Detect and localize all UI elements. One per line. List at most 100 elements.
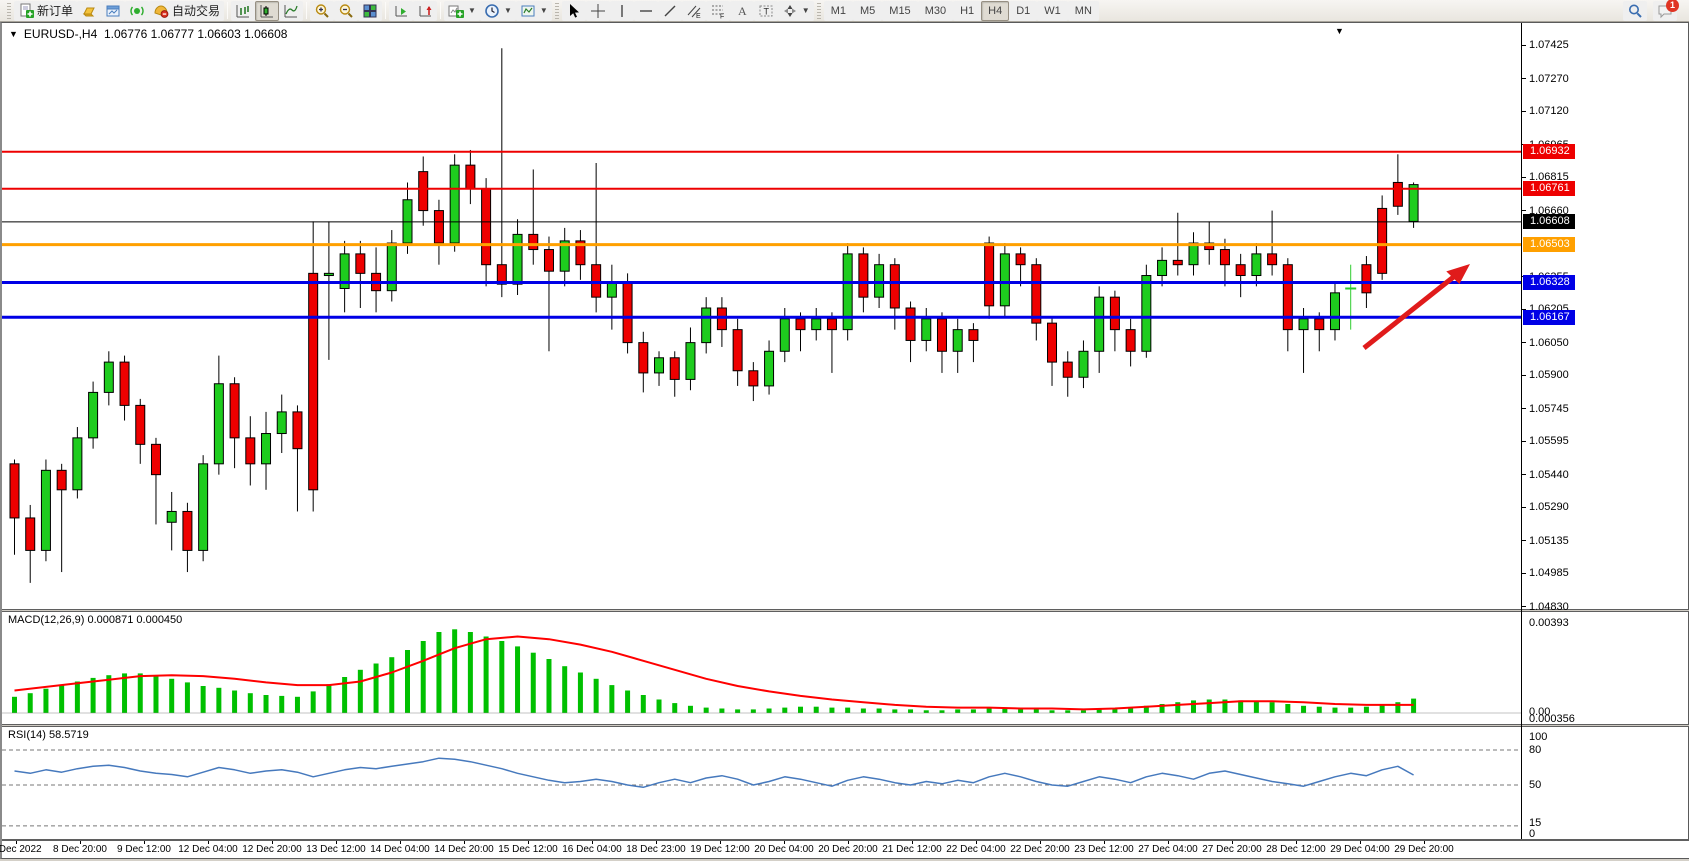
text-label-tool-button[interactable]: T — [753, 0, 778, 21]
price-axis-label: 1.05900 — [1529, 369, 1569, 382]
date-axis-label: 20 Dec 04:00 — [754, 844, 814, 855]
date-axis-label: 15 Dec 12:00 — [498, 844, 558, 855]
toolbar-grip[interactable] — [816, 2, 821, 19]
timeframe-h4-button[interactable]: H4 — [981, 0, 1010, 21]
price-axis-tick — [1521, 606, 1526, 608]
timeframe-m5-button[interactable]: M5 — [853, 0, 883, 21]
chart-line-button[interactable] — [279, 0, 304, 21]
arrow-objects-button[interactable]: ▼ — [777, 0, 814, 21]
dropdown-caret-icon: ▼ — [503, 6, 512, 15]
chart-menu-triangle-icon[interactable]: ▼ — [9, 29, 18, 39]
toolbar-separator — [306, 2, 308, 19]
search-button[interactable] — [1623, 0, 1647, 21]
auto-scroll-icon — [393, 3, 409, 19]
cursor-tool-button[interactable] — [561, 0, 586, 21]
new-order-button[interactable]: 新订单 — [14, 0, 78, 21]
date-axis[interactable]: 8 Dec 2022 8 Dec 20:00 9 Dec 12:00 12 Dec 0… — [0, 841, 1689, 858]
date-axis-tick — [720, 841, 721, 844]
chart-shift-button[interactable] — [413, 0, 438, 21]
date-axis-tick — [144, 841, 145, 844]
date-axis-tick — [272, 841, 273, 844]
timeframe-mn-button[interactable]: MN — [1067, 0, 1099, 21]
notifications-button[interactable]: 1 — [1653, 0, 1679, 21]
price-axis-label: 1.06050 — [1529, 336, 1569, 349]
text-tool-button[interactable]: A — [729, 0, 754, 21]
price-axis-tick — [1521, 110, 1526, 112]
chat-bubble-icon: 1 — [1657, 0, 1679, 19]
price-axis-label: 1.07120 — [1529, 105, 1569, 118]
fibonacci-icon: F — [710, 3, 726, 19]
data-window-button[interactable] — [101, 0, 126, 21]
green-signal-icon — [129, 3, 145, 19]
notification-badge: 1 — [1666, 0, 1679, 12]
price-axis-tick — [1521, 78, 1526, 80]
rsi-axis-label: 0 — [1529, 828, 1536, 840]
date-axis-label: 14 Dec 04:00 — [370, 844, 430, 855]
channel-tool-button[interactable]: E — [681, 0, 706, 21]
macd-label: MACD(12,26,9) 0.000871 0.000450 — [8, 614, 183, 626]
price-axis-tick — [1521, 474, 1526, 476]
macd-axis-top-label: 0.00393 — [1529, 617, 1569, 629]
chart-title: ▼ EURUSD-,H4 1.06776 1.06777 1.06603 1.0… — [9, 27, 287, 41]
toolbar-grip[interactable] — [7, 2, 11, 19]
periods-button[interactable]: ▼ — [479, 0, 516, 21]
toolbar-grip[interactable] — [554, 2, 559, 19]
date-axis-tick — [912, 841, 913, 844]
trendline-tool-button[interactable] — [657, 0, 682, 21]
toolbar-right-group: 1 — [1623, 0, 1685, 21]
crosshair-tool-button[interactable] — [585, 0, 610, 21]
templates-button[interactable]: ▼ — [515, 0, 552, 21]
macd-current-value-label: 0.000356 — [1529, 713, 1575, 725]
timeframe-m30-button[interactable]: M30 — [917, 0, 954, 21]
pane-splitter[interactable] — [2, 609, 1689, 612]
fibonacci-tool-button[interactable]: F — [705, 0, 730, 21]
vline-tool-button[interactable] — [609, 0, 634, 21]
horizontal-line-icon — [638, 3, 654, 19]
price-axis-label: 1.05595 — [1529, 435, 1569, 448]
rsi-axis-label: 80 — [1529, 744, 1542, 756]
strategy-signal-button[interactable] — [125, 0, 150, 21]
date-axis-label: 9 Dec 12:00 — [117, 844, 171, 855]
auto-scroll-button[interactable] — [389, 0, 414, 21]
price-level-badge: 1.06328 — [1523, 274, 1575, 290]
chart-bars-button[interactable] — [231, 0, 256, 21]
text-icon: A — [734, 3, 750, 19]
vertical-line-icon — [614, 3, 630, 19]
date-axis-tick — [1424, 841, 1425, 844]
timeframe-w1-button[interactable]: W1 — [1037, 0, 1068, 21]
date-axis-label: 28 Dec 12:00 — [1266, 844, 1326, 855]
pane-splitter[interactable] — [2, 839, 1689, 841]
price-axis-label: 1.04830 — [1529, 600, 1569, 613]
macd-pane[interactable] — [2, 612, 1521, 724]
chart-candles-button[interactable] — [255, 0, 280, 21]
add-indicator-button[interactable]: ▼ — [444, 0, 480, 21]
zoom-out-button[interactable] — [334, 0, 359, 21]
date-axis-label: 12 Dec 04:00 — [178, 844, 238, 855]
price-axis-tick — [1521, 342, 1526, 344]
tile-windows-button[interactable] — [358, 0, 383, 21]
date-axis-tick — [1360, 841, 1361, 844]
chart-corner-arrow-icon[interactable]: ▼ — [1335, 26, 1344, 36]
price-axis-label: 1.06815 — [1529, 171, 1569, 184]
autotrade-button[interactable]: 自动交易 — [149, 0, 225, 21]
date-axis-tick — [528, 841, 529, 844]
timeframe-h1-button[interactable]: H1 — [953, 0, 982, 21]
timeframe-m1-button[interactable]: M1 — [823, 0, 853, 21]
zoom-in-button[interactable] — [310, 0, 335, 21]
hline-tool-button[interactable] — [633, 0, 658, 21]
market-watch-button[interactable] — [77, 0, 102, 21]
chart-shift-icon — [417, 3, 433, 19]
date-axis-tick — [656, 841, 657, 844]
date-axis-label: 27 Dec 04:00 — [1138, 844, 1198, 855]
price-axis-label: 1.07270 — [1529, 72, 1569, 85]
arrow-objects-icon — [782, 3, 798, 19]
rsi-axis-label: 100 — [1529, 731, 1548, 743]
timeframe-d1-button[interactable]: D1 — [1009, 0, 1038, 21]
price-level-badge: 1.06761 — [1523, 181, 1575, 197]
price-chart-pane[interactable] — [2, 25, 1521, 609]
rsi-pane[interactable] — [2, 727, 1521, 839]
pane-splitter[interactable] — [2, 724, 1689, 727]
rsi-axis-label: 15 — [1529, 817, 1542, 829]
price-axis-label: 1.04985 — [1529, 567, 1569, 580]
timeframe-m15-button[interactable]: M15 — [882, 0, 918, 21]
